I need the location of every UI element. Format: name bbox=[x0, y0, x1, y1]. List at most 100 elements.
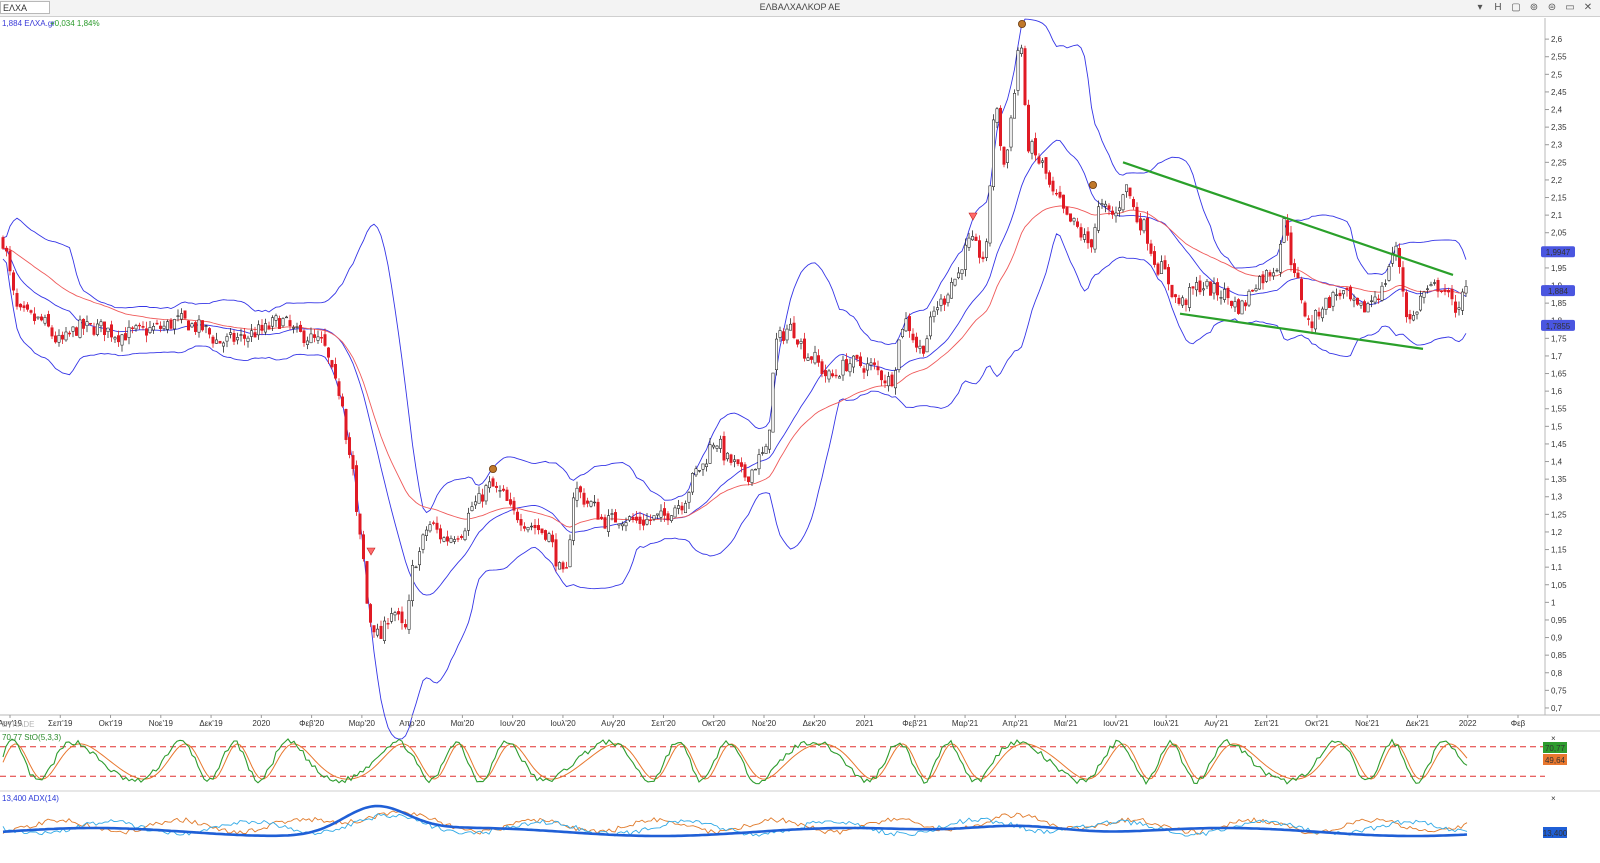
candle-body bbox=[166, 321, 170, 330]
candle-body bbox=[491, 478, 495, 487]
candle-body bbox=[886, 376, 890, 387]
candle-body bbox=[1338, 292, 1342, 297]
link-icon[interactable]: ⊜ bbox=[1547, 2, 1557, 13]
candle-body bbox=[50, 327, 54, 337]
bollinger-upper-value-badge bbox=[1541, 246, 1575, 258]
candle-body bbox=[928, 316, 932, 337]
candle-body bbox=[638, 516, 642, 524]
bollinger-lower-value-badge bbox=[1541, 319, 1575, 331]
x-tick-label: Μαρ'20 bbox=[349, 719, 376, 728]
candle-body bbox=[1174, 294, 1178, 298]
candle-body bbox=[904, 318, 908, 332]
candle-body bbox=[631, 517, 635, 520]
legend-change: +0,034 1,84% bbox=[50, 19, 100, 28]
candle-body bbox=[1111, 210, 1115, 215]
candle-body bbox=[1223, 289, 1227, 300]
candle-body bbox=[407, 600, 411, 630]
candle-body bbox=[1268, 272, 1272, 276]
candle-body bbox=[330, 360, 334, 368]
candle-body bbox=[354, 465, 358, 512]
y-tick-label: 1,7 bbox=[1551, 352, 1563, 361]
candle-body bbox=[410, 565, 414, 601]
candle-body bbox=[683, 503, 687, 514]
candle-body bbox=[624, 522, 628, 527]
candle-body bbox=[194, 322, 198, 332]
candle-body bbox=[1272, 272, 1276, 277]
symbol-input[interactable]: ΕΛΧΑ bbox=[0, 1, 50, 14]
candle-body bbox=[1019, 47, 1023, 54]
candle-body bbox=[1065, 206, 1069, 215]
dropdown-icon[interactable]: ▾ bbox=[1477, 2, 1483, 13]
candle-body bbox=[358, 513, 362, 535]
candle-body bbox=[281, 318, 285, 327]
candle-body bbox=[1328, 297, 1332, 308]
candle-body bbox=[1135, 206, 1139, 223]
close-icon[interactable]: ✕ bbox=[1583, 2, 1593, 13]
candle-body bbox=[771, 372, 775, 433]
y-tick-label: 1,95 bbox=[1551, 264, 1567, 273]
candle-body bbox=[1005, 149, 1009, 163]
candle-body bbox=[1191, 286, 1195, 289]
x-tick-label: Ιουν'20 bbox=[500, 719, 526, 728]
candle-body bbox=[946, 294, 950, 304]
candle-body bbox=[708, 444, 712, 464]
x-tick-label: Σεπ'19 bbox=[48, 719, 73, 728]
candle-body bbox=[229, 332, 233, 335]
candle-body bbox=[701, 463, 705, 470]
candle-body bbox=[932, 310, 936, 317]
candle-body bbox=[743, 464, 747, 478]
candle-body bbox=[750, 469, 754, 483]
candle-body bbox=[942, 298, 946, 305]
candle-body bbox=[907, 316, 911, 332]
candle-body bbox=[263, 323, 267, 333]
candle-body bbox=[844, 359, 848, 372]
candle-body bbox=[613, 512, 617, 523]
help-icon[interactable]: H bbox=[1494, 2, 1502, 13]
adx-value-badge bbox=[1543, 827, 1567, 838]
y-tick-label: 2,4 bbox=[1551, 106, 1563, 115]
candle-body bbox=[925, 338, 929, 353]
bollinger-upper-value-label: 1,9947 bbox=[1546, 248, 1571, 257]
candle-body bbox=[1289, 232, 1293, 266]
y-tick-label: 1 bbox=[1551, 598, 1556, 607]
candle-body bbox=[480, 494, 484, 502]
candle-body bbox=[260, 324, 264, 331]
candle-body bbox=[393, 612, 397, 616]
y-tick-label: 1,35 bbox=[1551, 475, 1567, 484]
di-plus-line bbox=[2, 813, 1468, 837]
candle-body bbox=[1279, 243, 1283, 273]
candle-body bbox=[970, 236, 974, 241]
candle-body bbox=[834, 374, 838, 377]
candle-body bbox=[1342, 290, 1346, 295]
candle-body bbox=[1454, 301, 1458, 313]
last-price-label: 1,884 bbox=[1548, 287, 1569, 296]
stoch-d-value-badge bbox=[1543, 754, 1567, 765]
chart-frame bbox=[0, 18, 1600, 792]
candle-body bbox=[1293, 263, 1297, 274]
candle-body bbox=[718, 438, 722, 449]
candle-body bbox=[1069, 213, 1073, 222]
settings-icon[interactable]: ⊚ bbox=[1529, 2, 1539, 13]
x-tick-label: Φεβ'21 bbox=[902, 719, 928, 728]
y-tick-label: 1,65 bbox=[1551, 370, 1567, 379]
maximize-icon[interactable]: ▭ bbox=[1565, 2, 1575, 13]
candle-body bbox=[403, 624, 407, 628]
candle-body bbox=[312, 334, 316, 338]
candle-body bbox=[823, 370, 827, 377]
y-tick-label: 2,6 bbox=[1551, 35, 1563, 44]
candle-body bbox=[911, 333, 915, 341]
candle-body bbox=[711, 444, 715, 448]
adx-legend: 13,400 ADX(14) bbox=[2, 794, 59, 803]
candle-body bbox=[463, 530, 467, 540]
candle-body bbox=[239, 334, 243, 336]
layout-icon[interactable]: ▢ bbox=[1511, 2, 1521, 13]
candle-body bbox=[267, 325, 271, 329]
candle-body bbox=[131, 327, 135, 329]
candle-body bbox=[1093, 227, 1097, 250]
window-title: ΕΛΒΑΛΧΑΛΚΟΡ ΑΕ bbox=[759, 2, 841, 12]
candle-body bbox=[1167, 267, 1171, 285]
candle-body bbox=[53, 335, 57, 343]
bollinger-middle bbox=[2, 139, 1467, 596]
candle-body bbox=[85, 321, 89, 327]
